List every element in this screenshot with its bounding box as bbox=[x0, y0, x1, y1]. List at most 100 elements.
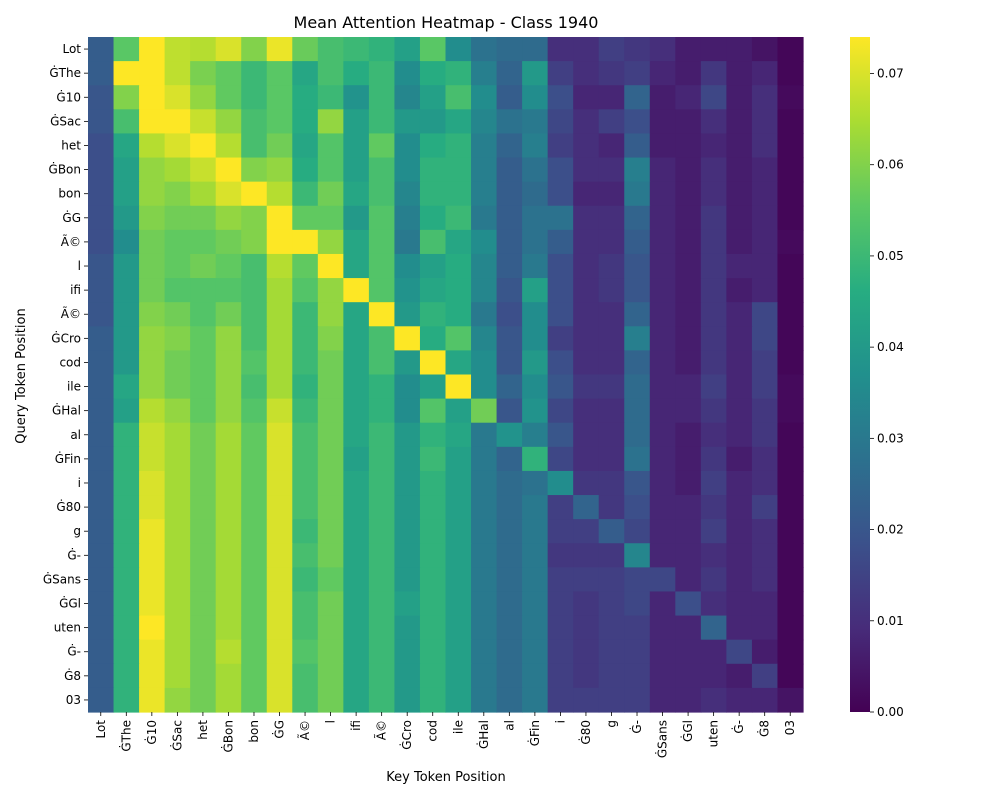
heatmap-cell bbox=[190, 543, 217, 568]
heatmap-cell bbox=[215, 374, 242, 400]
heatmap-cell bbox=[419, 350, 447, 376]
heatmap-cell bbox=[598, 326, 625, 351]
heatmap-cell bbox=[317, 663, 344, 689]
heatmap-cell bbox=[139, 157, 166, 183]
heatmap-cell bbox=[88, 591, 115, 617]
heatmap-cell bbox=[419, 422, 447, 448]
heatmap-cell bbox=[317, 639, 344, 665]
heatmap-cell bbox=[573, 639, 600, 665]
heatmap-cell bbox=[598, 422, 625, 448]
heatmap-cell bbox=[700, 567, 727, 593]
heatmap-cell bbox=[368, 446, 396, 472]
x-tick-label: i bbox=[553, 720, 567, 723]
heatmap-cell bbox=[700, 495, 727, 520]
y-tick-label: ile bbox=[67, 380, 81, 394]
heatmap-cell bbox=[675, 519, 702, 544]
heatmap-cell bbox=[215, 181, 242, 207]
heatmap-cell bbox=[445, 37, 472, 62]
heatmap-cell bbox=[215, 61, 242, 86]
heatmap-cell bbox=[241, 278, 268, 303]
heatmap-cell bbox=[649, 326, 676, 351]
heatmap-cell bbox=[751, 495, 779, 520]
heatmap-cell bbox=[113, 495, 140, 520]
heatmap-cell bbox=[675, 302, 702, 327]
heatmap-cell bbox=[88, 229, 115, 255]
heatmap-cell bbox=[777, 446, 804, 472]
heatmap-cell bbox=[496, 639, 523, 665]
heatmap-cell bbox=[675, 374, 702, 400]
heatmap-cell bbox=[368, 157, 396, 183]
heatmap-cell bbox=[726, 37, 753, 62]
x-tick-label: ifi bbox=[349, 720, 363, 731]
heatmap-cell bbox=[649, 398, 676, 424]
heatmap-cell bbox=[751, 374, 779, 400]
heatmap-cell bbox=[215, 253, 242, 279]
heatmap-cell bbox=[445, 157, 472, 183]
heatmap-cell bbox=[266, 253, 293, 279]
heatmap-cell bbox=[471, 181, 498, 207]
heatmap-cell bbox=[88, 133, 115, 159]
heatmap-cell bbox=[394, 374, 421, 400]
heatmap-cell bbox=[777, 181, 804, 207]
colorbar-ticks: 0.00 0.01 0.02 0.03 0.04 0.05 0.06 0.07 bbox=[870, 66, 904, 719]
heatmap-cell bbox=[751, 615, 779, 641]
heatmap-cell bbox=[113, 253, 140, 279]
heatmap-cell bbox=[700, 253, 727, 279]
heatmap-cell bbox=[113, 157, 140, 183]
heatmap-cell bbox=[394, 615, 421, 641]
heatmap-cell bbox=[777, 326, 804, 351]
heatmap-cell bbox=[139, 61, 166, 86]
heatmap-cell bbox=[368, 350, 396, 376]
heatmap-cell bbox=[139, 591, 166, 617]
heatmap-cell bbox=[573, 495, 600, 520]
heatmap-cell bbox=[343, 350, 370, 376]
heatmap-cell bbox=[751, 157, 779, 183]
heatmap-cell bbox=[266, 181, 293, 207]
heatmap-cell bbox=[726, 519, 753, 544]
y-tick-label: Ġ- bbox=[67, 546, 81, 562]
heatmap-cell bbox=[675, 591, 702, 617]
heatmap-cell bbox=[317, 109, 344, 135]
heatmap-cell bbox=[343, 229, 370, 255]
heatmap-cell bbox=[624, 109, 651, 135]
heatmap-cell bbox=[190, 109, 217, 135]
heatmap-cell bbox=[113, 61, 140, 86]
heatmap-cell bbox=[624, 687, 651, 713]
x-tick-label: g bbox=[604, 720, 618, 728]
heatmap-cell bbox=[317, 495, 344, 520]
heatmap-cell bbox=[751, 302, 779, 327]
y-tick-label: ĠSac bbox=[50, 112, 81, 128]
heatmap-cell bbox=[266, 687, 293, 713]
heatmap-cell bbox=[368, 374, 396, 400]
heatmap-cell bbox=[675, 133, 702, 159]
heatmap-cell bbox=[241, 157, 268, 183]
heatmap-cell bbox=[241, 615, 268, 641]
heatmap-cell bbox=[419, 446, 447, 472]
x-tick-label: ĠHal bbox=[475, 720, 491, 749]
heatmap-cell bbox=[751, 85, 779, 110]
heatmap-cell bbox=[598, 398, 625, 424]
heatmap-cell bbox=[139, 615, 166, 641]
heatmap-cell bbox=[726, 495, 753, 520]
heatmap-cell bbox=[649, 470, 676, 496]
y-tick-label: ĠGl bbox=[59, 595, 81, 611]
heatmap-cell bbox=[215, 398, 242, 424]
heatmap-cell bbox=[573, 350, 600, 376]
heatmap-cell bbox=[598, 687, 625, 713]
heatmap-cell bbox=[419, 519, 447, 544]
heatmap-cell bbox=[522, 253, 549, 279]
heatmap-cell bbox=[215, 663, 242, 689]
heatmap-cell bbox=[777, 615, 804, 641]
heatmap-cell bbox=[700, 422, 727, 448]
heatmap-cell bbox=[598, 85, 625, 110]
heatmap-cell bbox=[343, 398, 370, 424]
heatmap-cell bbox=[624, 639, 651, 665]
heatmap-cell bbox=[700, 109, 727, 135]
heatmap-cell bbox=[445, 205, 472, 231]
heatmap-cell bbox=[190, 639, 217, 665]
heatmap-cell bbox=[215, 422, 242, 448]
heatmap-cell bbox=[445, 543, 472, 568]
heatmap-cell bbox=[726, 326, 753, 351]
heatmap-cell bbox=[215, 37, 242, 62]
heatmap-cell bbox=[700, 350, 727, 376]
